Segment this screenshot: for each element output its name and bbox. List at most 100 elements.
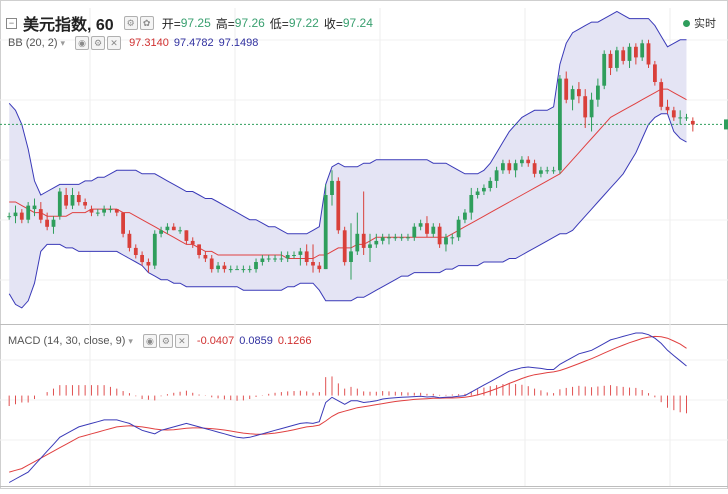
candle-body	[102, 209, 106, 213]
candle-body	[399, 237, 404, 239]
candle-body	[621, 50, 626, 61]
candle-body	[444, 237, 448, 245]
candle-body	[425, 223, 429, 234]
candle-body	[545, 170, 550, 172]
candle-body	[469, 195, 474, 213]
candle-body	[570, 89, 575, 100]
candle-body	[494, 170, 499, 181]
candle-body	[513, 163, 518, 171]
gear-icon[interactable]: ✿	[139, 16, 154, 30]
candle-body	[76, 195, 81, 203]
candle-body	[387, 237, 391, 239]
ohlc-close-value: 97.24	[342, 16, 373, 30]
bb-settings-icon[interactable]: ⚙	[91, 36, 106, 50]
collapse-icon[interactable]: −	[6, 17, 17, 29]
candle-body	[159, 230, 163, 234]
candle-body	[653, 64, 657, 82]
candle-body	[89, 209, 94, 213]
candle-body	[368, 244, 372, 248]
realtime-label: 实时	[694, 18, 716, 30]
realtime-indicator[interactable]: 实时	[683, 15, 716, 31]
ohlc-low-value: 97.22	[288, 16, 319, 30]
macd-label: MACD (14, 30, close, 9)	[8, 335, 126, 347]
candle-body	[634, 46, 638, 58]
candle-body	[406, 237, 410, 239]
bb-close-icon[interactable]: ✕	[107, 36, 122, 50]
bollinger-lower-line	[8, 113, 687, 309]
macd-visibility-icon[interactable]: ◉	[142, 334, 157, 348]
macd-close-icon[interactable]: ✕	[174, 334, 189, 348]
candle-body	[64, 195, 68, 206]
candle-body	[152, 233, 157, 266]
candle-body	[463, 212, 467, 220]
candle-body	[70, 195, 75, 206]
macd-settings-icon[interactable]: ⚙	[158, 334, 173, 348]
candle-body	[577, 89, 581, 97]
macd-dropdown-icon[interactable]: ▾	[128, 335, 133, 346]
candle-body	[317, 265, 322, 270]
bollinger-mid-line	[9, 88, 687, 259]
candle-body	[665, 106, 670, 111]
candle-body	[216, 265, 220, 270]
candle-body	[532, 163, 537, 174]
ohlc-high-label: 高=	[215, 16, 235, 31]
candle-body	[456, 219, 461, 238]
candle-body	[32, 205, 37, 210]
candle-body	[140, 255, 144, 263]
bb-legend: BB (20, 2) ▾ ◉ ⚙ ✕ 97.3140 97.4782 97.14…	[8, 36, 258, 50]
candle-body	[7, 216, 12, 218]
candle-body	[197, 244, 201, 255]
candle-body	[247, 269, 252, 271]
ohlc-low-label: 低=	[269, 16, 289, 31]
candle-body	[184, 230, 189, 241]
candle-body	[475, 191, 480, 195]
bollinger-upper-line	[8, 10, 687, 235]
ohlc-close-label: 收=	[323, 16, 343, 31]
candle-body	[583, 96, 588, 118]
candle-body	[361, 233, 366, 248]
candle-body	[121, 212, 125, 234]
candle-body	[298, 251, 303, 255]
ohlc-open-label: 开=	[161, 16, 181, 31]
candle-body	[431, 226, 436, 234]
candle-body	[684, 117, 689, 119]
candle-body	[57, 191, 62, 217]
candle-body	[450, 237, 455, 239]
bollinger-band-fill	[9, 11, 687, 308]
candle-body	[690, 120, 695, 125]
bb-visibility-icon[interactable]: ◉	[75, 36, 90, 50]
candle-body	[488, 180, 493, 188]
symbol-title: 美元指数, 60	[23, 17, 114, 34]
candle-body	[678, 117, 683, 119]
candle-body	[108, 209, 113, 211]
candle-body	[83, 202, 87, 206]
macd-main-line	[8, 332, 687, 483]
candle-body	[330, 180, 334, 195]
candle-body	[349, 251, 353, 262]
candle-body	[507, 163, 512, 171]
candle-body	[45, 219, 49, 227]
candle-body	[615, 50, 619, 68]
settings-icon[interactable]: ⚙	[123, 16, 138, 30]
candle-body	[114, 209, 119, 213]
macd-hist-value: -0.0407	[196, 335, 235, 347]
candle-body	[627, 46, 632, 61]
candle-body	[437, 226, 442, 245]
candle-body	[640, 43, 645, 58]
bb-dropdown-icon[interactable]: ▾	[60, 37, 66, 48]
candle-body	[602, 53, 607, 86]
bb-label: BB (20, 2)	[8, 37, 58, 49]
candle-body	[342, 230, 347, 263]
candle-body	[127, 233, 132, 248]
candle-body	[38, 209, 43, 220]
candle-body	[26, 205, 31, 220]
macd-signal-value: 0.1266	[277, 335, 312, 347]
candle-body	[260, 258, 265, 262]
candle-body	[551, 170, 556, 172]
macd-legend: MACD (14, 30, close, 9) ▾ ◉ ⚙ ✕ -0.0407 …	[8, 334, 312, 348]
candle-body	[393, 237, 398, 239]
candle-body	[564, 78, 569, 100]
candle-body	[671, 110, 676, 118]
candle-body	[304, 251, 309, 262]
